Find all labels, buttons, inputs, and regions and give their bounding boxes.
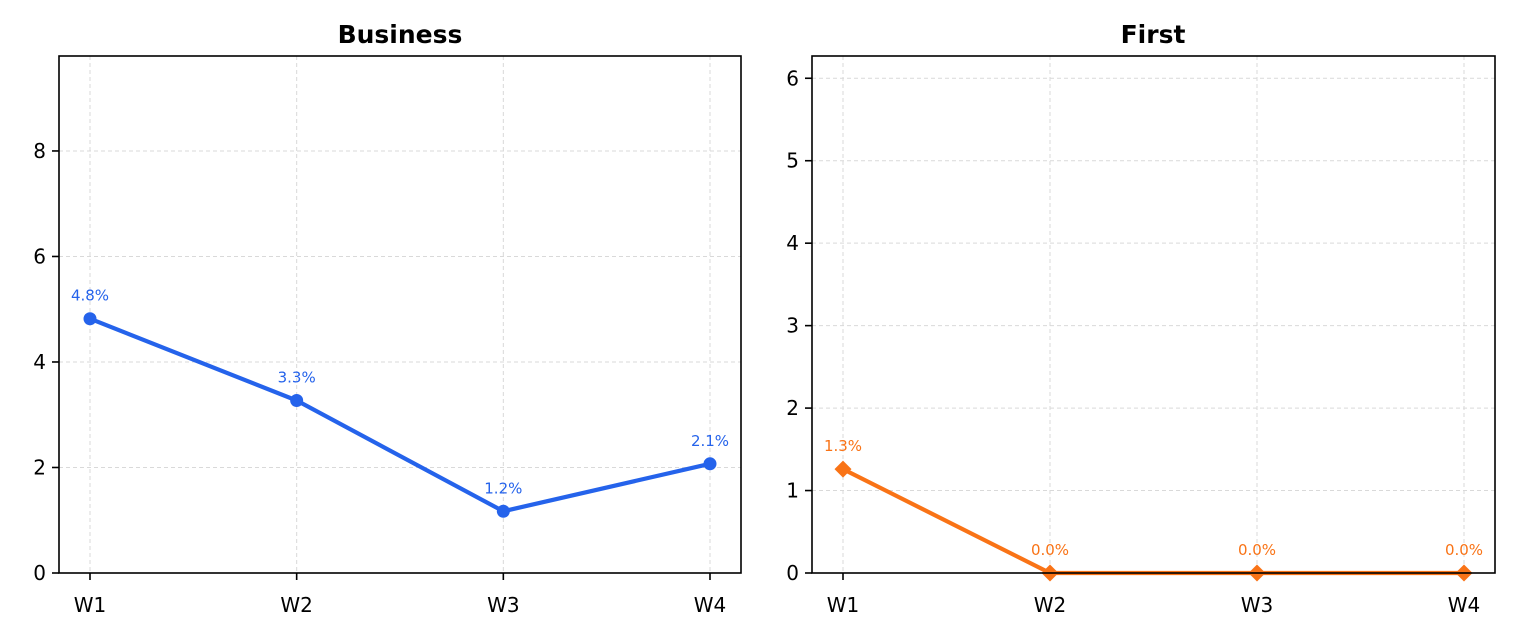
series-line: [840, 467, 1467, 576]
x-tick-label: W4: [694, 593, 727, 617]
x-tick-label: W1: [827, 593, 860, 617]
x-tick-label: W2: [280, 593, 313, 617]
x-tick-label: W3: [487, 593, 520, 617]
y-tick-label: 6: [33, 244, 46, 268]
y-tick-label: 0: [786, 561, 799, 585]
data-label: 4.8%: [71, 287, 109, 305]
data-point: [290, 393, 304, 407]
data-label: 1.3%: [824, 437, 862, 455]
data-point: [703, 457, 717, 471]
chart-panel-business: Business 0 2 4 6 8 W1 W2 W3 W4 4.8% 3.3% 1.2% 2.1%: [33, 20, 742, 617]
data-point: [834, 460, 852, 478]
data-label: 2.1%: [691, 432, 729, 450]
y-tick-label: 8: [33, 139, 46, 163]
y-tick-label: 6: [786, 66, 799, 90]
y-tick-label: 2: [33, 455, 46, 479]
data-label: 1.2%: [484, 479, 522, 497]
chart-panel-first: First 0 1 2 3 4 5 6 W1 W2 W3 W4 1.3% 0.0% 0.0% 0.0%: [786, 20, 1496, 617]
chart-title: First: [1121, 20, 1186, 49]
series-line: [87, 316, 713, 514]
y-tick-label: 0: [33, 561, 46, 585]
x-tick-label: W1: [74, 593, 107, 617]
data-label: 0.0%: [1238, 541, 1276, 559]
x-tick-label: W2: [1034, 593, 1067, 617]
data-point: [83, 312, 97, 326]
x-tick-label: W4: [1448, 593, 1481, 617]
data-label: 0.0%: [1031, 541, 1069, 559]
data-label: 0.0%: [1445, 541, 1483, 559]
y-tick-label: 4: [33, 350, 46, 374]
data-point: [496, 504, 510, 518]
y-tick-label: 2: [786, 396, 799, 420]
plot-frame: [58, 55, 742, 574]
chart-title: Business: [338, 20, 463, 49]
y-tick-label: 5: [786, 149, 799, 173]
y-tick-label: 1: [786, 479, 799, 503]
plot-frame: [811, 55, 1496, 574]
x-tick-label: W3: [1241, 593, 1274, 617]
y-tick-label: 3: [786, 314, 799, 338]
data-label: 3.3%: [278, 368, 316, 386]
y-tick-label: 4: [786, 231, 799, 255]
